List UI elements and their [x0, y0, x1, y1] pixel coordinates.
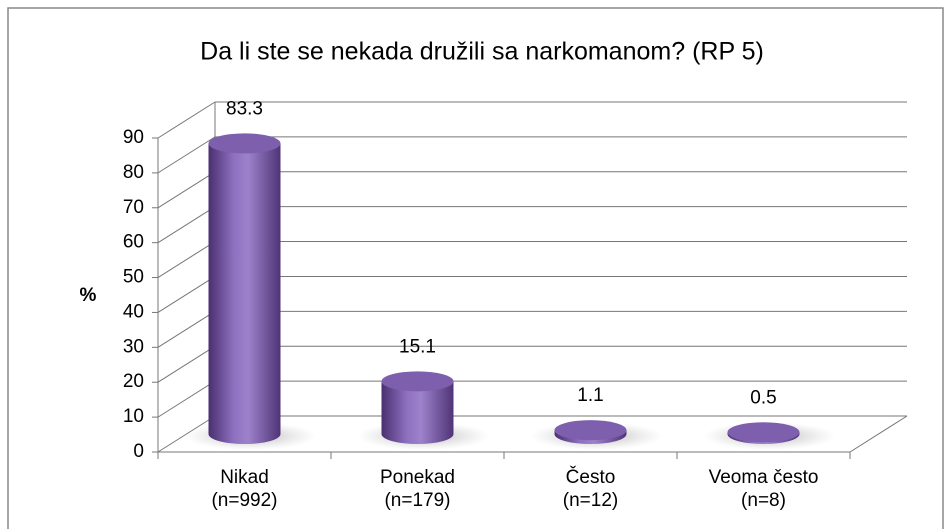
floor-right [849, 415, 908, 453]
grid-line [157, 380, 216, 418]
y-tick-label: 70 [123, 197, 144, 218]
x-tick-label: (n=992) [211, 490, 277, 511]
x-tick-label: (n=8) [741, 490, 786, 511]
grid-line [157, 171, 216, 209]
y-axis-label: % [80, 285, 97, 306]
chart-border [7, 7, 944, 529]
bar [381, 381, 454, 444]
grid-line [157, 101, 216, 139]
data-label: 83.3 [226, 98, 263, 119]
x-tick-label: Ponekad [380, 467, 455, 488]
data-label: 15.1 [399, 336, 436, 357]
y-tick-label: 50 [123, 267, 144, 288]
grid-line [157, 310, 216, 348]
y-tick-label: 10 [123, 406, 144, 427]
bar-top [208, 133, 281, 154]
chart-title: Da li ste se nekada družili sa narkomano… [200, 38, 764, 66]
bar [208, 143, 281, 444]
y-tick-label: 0 [133, 441, 144, 462]
y-tick-label: 30 [123, 336, 144, 357]
x-tick-label: (n=179) [384, 490, 450, 511]
grid-line [157, 136, 216, 174]
x-tick-label: Veoma često [709, 467, 819, 488]
bar-top [381, 371, 454, 392]
grid-line [157, 241, 216, 278]
grid-line [157, 276, 216, 313]
grid-line [157, 206, 216, 244]
y-tick-label: 60 [123, 232, 144, 253]
x-tick-label: Često [566, 466, 616, 488]
y-tick-label: 20 [123, 371, 144, 392]
data-label: 1.1 [577, 385, 603, 406]
bar-top [554, 420, 627, 441]
x-tick-label: Nikad [220, 467, 269, 488]
grid-line [157, 345, 216, 383]
x-tick-label: (n=12) [563, 490, 618, 511]
y-tick-label: 90 [123, 127, 144, 148]
y-tick-label: 40 [123, 301, 144, 322]
y-tick-label: 80 [123, 162, 144, 183]
data-label: 0.5 [750, 387, 776, 408]
bar-top [727, 422, 800, 443]
